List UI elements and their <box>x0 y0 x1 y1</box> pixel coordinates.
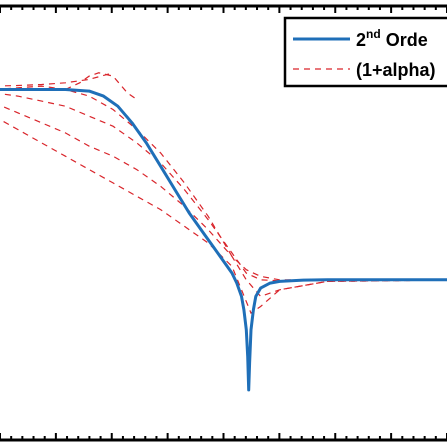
legend-label-2nd-order: 2nd Orde <box>356 27 428 50</box>
solid-curve <box>0 88 447 392</box>
dashed-curve-2 <box>0 93 447 282</box>
legend: 2nd Orde (1+alpha) <box>283 16 447 88</box>
axes <box>0 4 447 442</box>
legend-label-2nd-pre: 2 <box>356 30 366 50</box>
legend-box <box>283 16 447 88</box>
legend-label-2nd-post: Orde <box>381 30 428 50</box>
series-2nd-order <box>0 88 447 392</box>
dashed-curve-5 <box>65 72 138 100</box>
dashed-curve-1 <box>0 85 447 281</box>
dashed-curve-4 <box>0 118 447 315</box>
legend-label-superscript: nd <box>366 27 381 41</box>
legend-label-1plus-alpha: (1+alpha) <box>356 60 436 80</box>
dashed-curve-6 <box>0 72 114 87</box>
dashed-curve-3 <box>0 104 447 298</box>
series-1plus-alpha <box>0 72 447 315</box>
